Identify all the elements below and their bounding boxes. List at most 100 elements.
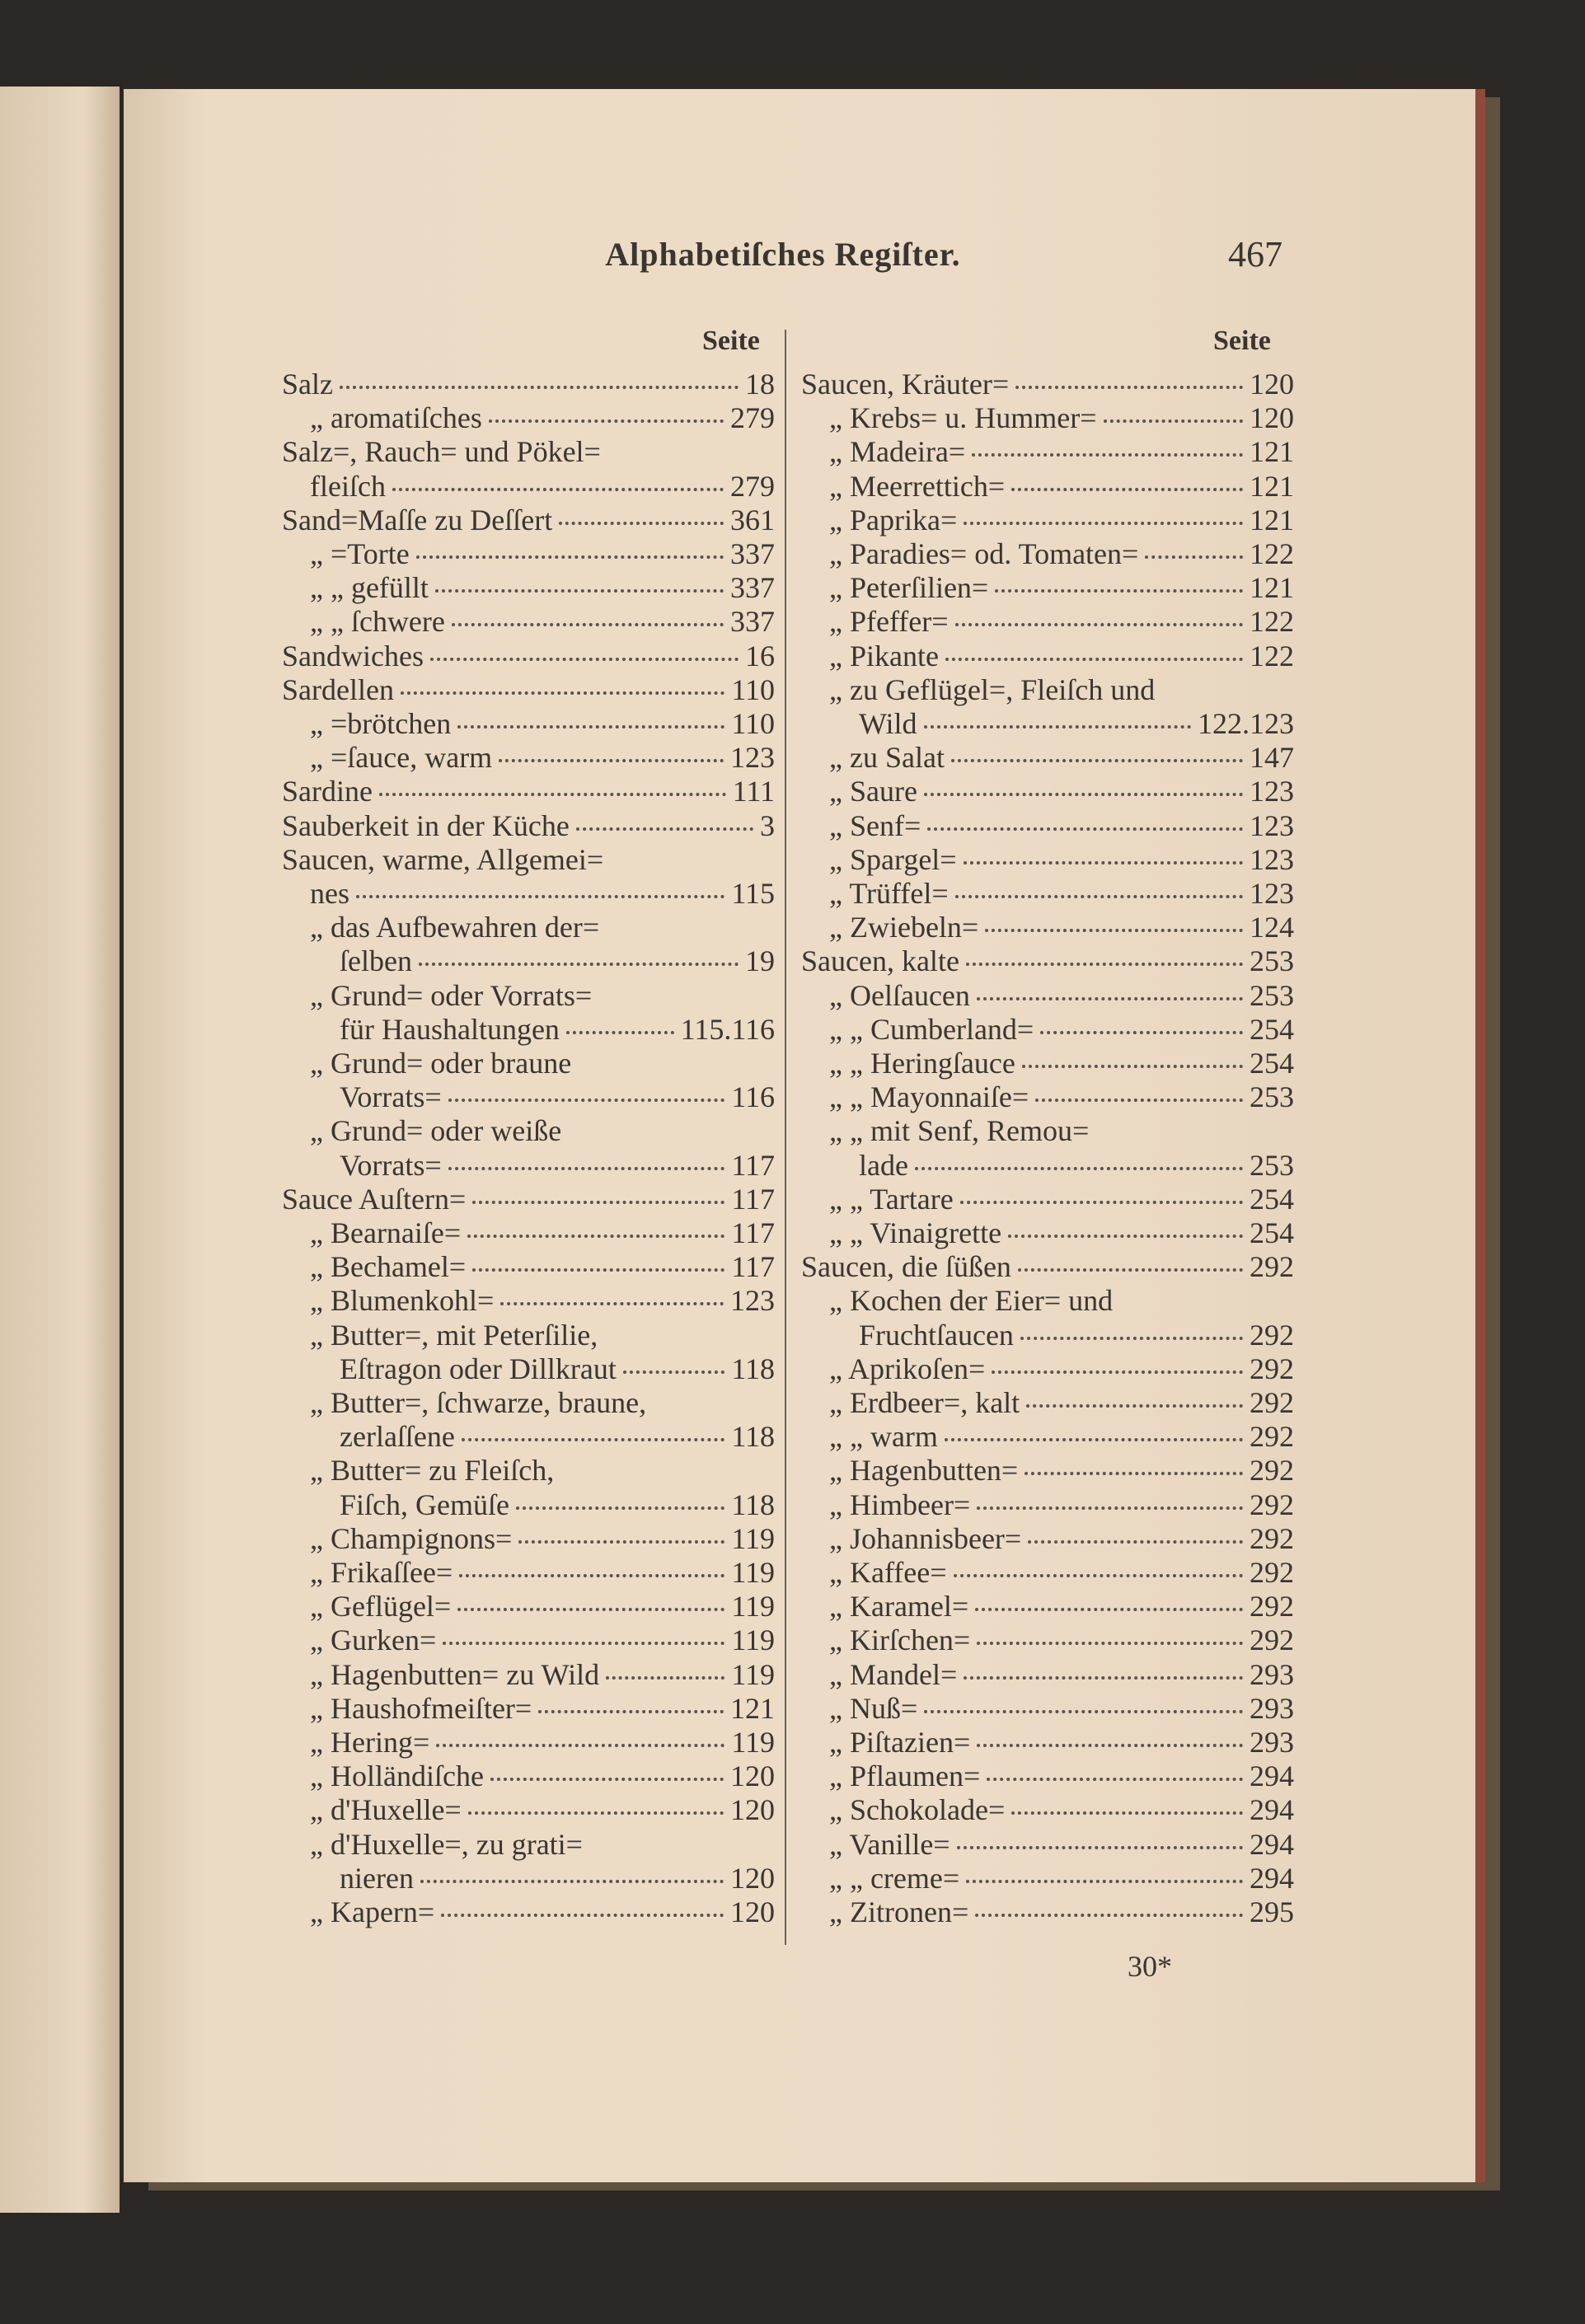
entry-text: „ Trüffel= xyxy=(829,877,949,910)
entry-text: „ Meerrettich= xyxy=(829,469,1006,503)
page-ref: 279 xyxy=(730,469,775,503)
page-ref: 294 xyxy=(1250,1793,1294,1827)
index-line: „ Schokolade= 294 xyxy=(829,1793,1294,1827)
page-ref: 292 xyxy=(1250,1386,1294,1419)
index-line: „ Nuß= 293 xyxy=(829,1692,1294,1726)
entry-text: „ Blumenkohl= xyxy=(310,1284,495,1318)
entry-text: „ Zwiebeln= xyxy=(829,911,979,944)
page-ref: 122 xyxy=(1250,639,1294,672)
page-ref: 294 xyxy=(1250,1759,1294,1793)
index-line: „ „ Heringſauce 254 xyxy=(829,1047,1294,1080)
dot-leader xyxy=(457,725,725,729)
dot-leader xyxy=(472,1268,725,1272)
entry-text: „ Holländiſche xyxy=(310,1759,484,1793)
index-line: „ Johannisbeer= 292 xyxy=(829,1522,1294,1556)
index-line: „ Erdbeer=, kalt 292 xyxy=(829,1386,1294,1420)
index-line: „ Kapern= 120 xyxy=(310,1895,775,1929)
column-heading: Seite xyxy=(1213,326,1271,356)
dot-leader xyxy=(975,1914,1243,1917)
dot-leader xyxy=(977,1744,1243,1747)
index-line: Salz=, Rauch= und Pökel= xyxy=(282,435,775,469)
index-line: „ „ Vinaigrette 254 xyxy=(829,1216,1294,1250)
entry-text: „ Zitronen= xyxy=(829,1895,969,1928)
index-line: „ Pfeffer= 122 xyxy=(829,605,1294,639)
index-line: „ Butter=, ſchwarze, braune, xyxy=(310,1386,775,1420)
entry-text: Wild xyxy=(859,707,917,740)
index-line: „ „ Mayonnaiſe= 253 xyxy=(829,1080,1294,1114)
entry-text: „ Erdbeer=, kalt xyxy=(829,1386,1020,1419)
dot-leader xyxy=(924,1709,1243,1713)
entry-text: „ Grund= oder Vorrats= xyxy=(310,978,593,1012)
index-line: „ Haushofmeiſter= 121 xyxy=(310,1692,775,1726)
entry-text: „ Geflügel= xyxy=(310,1590,452,1624)
index-line: „ Pikante 122 xyxy=(829,640,1294,673)
page-ref: 123 xyxy=(730,1284,775,1318)
index-line: „ Peterſilien= 121 xyxy=(829,571,1294,605)
dot-leader xyxy=(443,1642,725,1646)
entry-text: „ Vanille= xyxy=(829,1827,950,1861)
page-ref: 120 xyxy=(1250,368,1294,401)
entry-text: Salz xyxy=(282,368,333,401)
entry-text: „ Grund= oder weiße xyxy=(310,1114,562,1148)
page-ref: 295 xyxy=(1250,1895,1294,1928)
index-line: Vorrats= 117 xyxy=(340,1149,775,1183)
page-ref: 292 xyxy=(1250,1488,1294,1521)
index-line: „ d'Huxelle= 120 xyxy=(310,1793,775,1827)
entry-text: „ „ Tartare xyxy=(829,1182,954,1216)
page-ref: 253 xyxy=(1250,1080,1294,1114)
page-ref: 121 xyxy=(1250,435,1294,469)
entry-text: „ =ſauce, warm xyxy=(310,741,493,775)
index-line: „ Pflaumen= 294 xyxy=(829,1759,1294,1793)
index-line: „ Saure 123 xyxy=(829,775,1294,808)
index-line: für Haushaltungen 115.116 xyxy=(340,1013,775,1047)
page-ref: 117 xyxy=(731,1148,775,1182)
index-line: „ Aprikoſen= 292 xyxy=(829,1352,1294,1386)
page-ref: 119 xyxy=(731,1726,775,1759)
entry-text: „ Himbeer= xyxy=(829,1488,971,1521)
dot-leader xyxy=(972,453,1243,457)
dot-leader xyxy=(944,1438,1243,1442)
dot-leader xyxy=(400,691,725,695)
entry-text: „ Haushofmeiſter= xyxy=(310,1691,532,1725)
dot-leader xyxy=(436,1744,725,1747)
page-ref: 120 xyxy=(1250,401,1294,435)
dot-leader xyxy=(467,1811,724,1816)
entry-text: „ =Torte xyxy=(310,537,410,570)
page-ref: 253 xyxy=(1250,944,1294,978)
entry-text: „ Bearnaiſe= xyxy=(310,1216,462,1249)
facing-page xyxy=(0,87,120,2213)
index-line: zerlaſſene 118 xyxy=(340,1420,775,1454)
dot-leader xyxy=(1026,1404,1243,1408)
dot-leader xyxy=(472,1200,725,1204)
entry-text: „ Schokolade= xyxy=(829,1793,1006,1827)
dot-leader xyxy=(499,759,724,763)
index-line: nieren 120 xyxy=(340,1862,775,1895)
dot-leader xyxy=(1015,386,1243,389)
dot-leader xyxy=(415,555,724,559)
page-ref: 16 xyxy=(745,639,775,672)
index-line: „ „ mit Senf, Remou= xyxy=(829,1114,1294,1148)
dot-leader xyxy=(575,827,753,831)
entry-text: Sardine xyxy=(282,775,373,808)
index-line: „ zu Salat 147 xyxy=(829,741,1294,775)
index-line: fleiſch 279 xyxy=(310,470,775,504)
dot-leader xyxy=(467,1235,725,1238)
dot-leader xyxy=(1011,1811,1243,1816)
entry-text: „ Frikaſſee= xyxy=(310,1556,453,1589)
column-rule xyxy=(785,330,786,1945)
index-line: „ Champignons= 119 xyxy=(310,1522,775,1556)
dot-leader xyxy=(976,996,1243,1000)
dot-leader xyxy=(538,1709,724,1713)
index-line: „ Grund= oder Vorrats= xyxy=(310,979,775,1013)
page-ref: 293 xyxy=(1250,1657,1294,1691)
dot-leader xyxy=(965,963,1243,967)
index-line: „ Paradies= od. Tomaten= 122 xyxy=(829,537,1294,571)
entry-text: „ Kochen der Eier= und xyxy=(829,1284,1114,1318)
entry-text: „ „ Cumberland= xyxy=(829,1012,1034,1046)
index-line: „ Holländiſche 120 xyxy=(310,1759,775,1793)
entry-text: „ Peterſilien= xyxy=(829,571,989,605)
dot-leader xyxy=(966,1879,1243,1883)
index-line: „ Madeira= 121 xyxy=(829,435,1294,469)
page-ref: 117 xyxy=(731,1182,775,1216)
dot-leader xyxy=(964,1675,1243,1680)
